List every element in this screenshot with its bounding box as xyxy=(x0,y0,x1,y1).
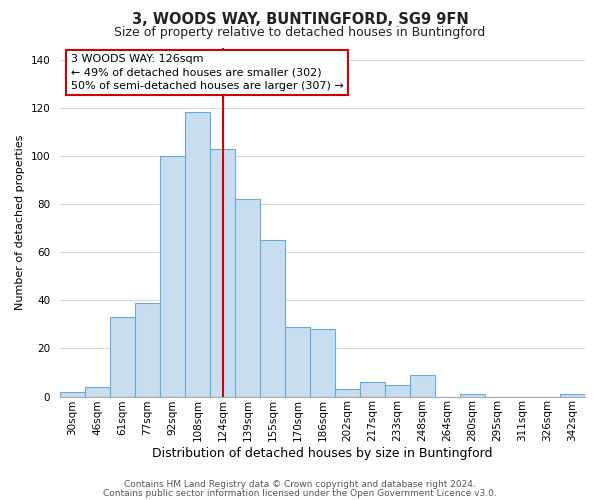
Bar xyxy=(160,156,185,396)
Bar xyxy=(210,148,235,396)
Bar xyxy=(410,375,435,396)
Y-axis label: Number of detached properties: Number of detached properties xyxy=(15,134,25,310)
Text: Contains public sector information licensed under the Open Government Licence v3: Contains public sector information licen… xyxy=(103,488,497,498)
Bar xyxy=(285,326,310,396)
Text: 3 WOODS WAY: 126sqm
← 49% of detached houses are smaller (302)
50% of semi-detac: 3 WOODS WAY: 126sqm ← 49% of detached ho… xyxy=(71,54,343,91)
Bar xyxy=(135,302,160,396)
Bar xyxy=(85,387,110,396)
Bar xyxy=(460,394,485,396)
Bar xyxy=(110,317,135,396)
Bar xyxy=(385,384,410,396)
Bar xyxy=(235,199,260,396)
Bar xyxy=(310,329,335,396)
Bar xyxy=(185,112,210,397)
Bar xyxy=(360,382,385,396)
Bar xyxy=(335,390,360,396)
Bar xyxy=(60,392,85,396)
X-axis label: Distribution of detached houses by size in Buntingford: Distribution of detached houses by size … xyxy=(152,447,493,460)
Text: 3, WOODS WAY, BUNTINGFORD, SG9 9FN: 3, WOODS WAY, BUNTINGFORD, SG9 9FN xyxy=(131,12,469,28)
Bar xyxy=(560,394,585,396)
Text: Size of property relative to detached houses in Buntingford: Size of property relative to detached ho… xyxy=(115,26,485,39)
Text: Contains HM Land Registry data © Crown copyright and database right 2024.: Contains HM Land Registry data © Crown c… xyxy=(124,480,476,489)
Bar xyxy=(260,240,285,396)
